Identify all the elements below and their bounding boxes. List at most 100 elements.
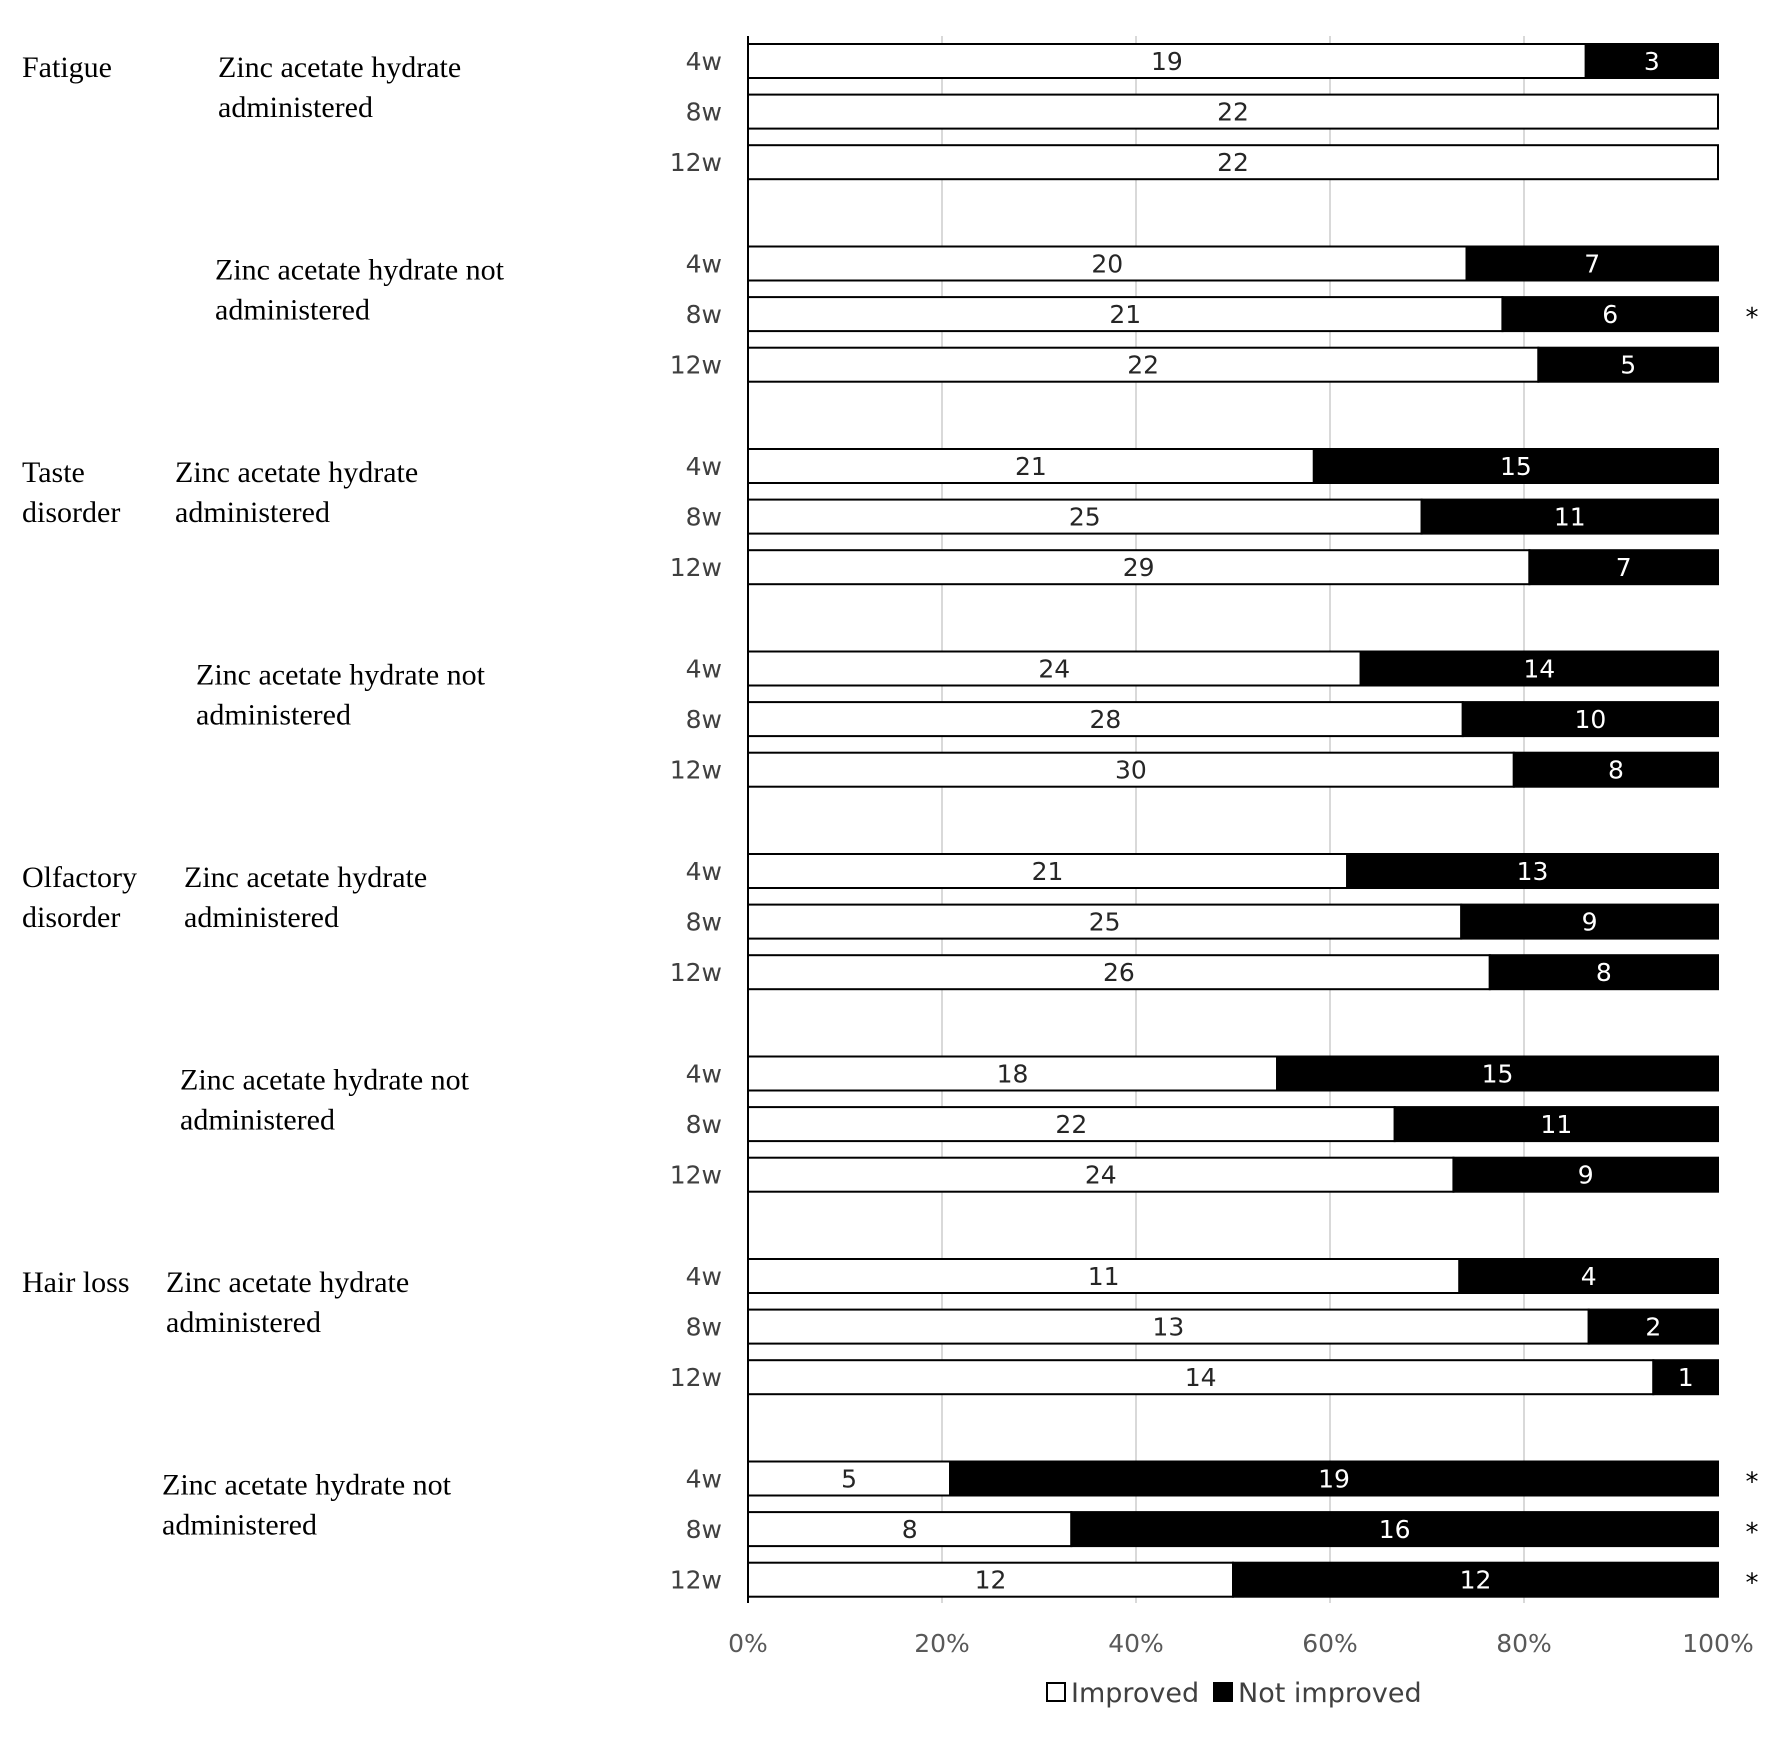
bar-not-improved (1652, 1359, 1720, 1396)
group-label-line: administered (162, 1509, 317, 1542)
data-label-not-improved: 9 (1578, 1161, 1594, 1190)
group-label-line: Zinc acetate hydrate not (196, 659, 486, 692)
group-label-line: Zinc acetate hydrate not (180, 1064, 470, 1097)
x-tick-label: 20% (914, 1629, 970, 1658)
data-label-improved: 24 (1085, 1161, 1117, 1190)
group-label-line: Zinc acetate hydrate not (162, 1469, 452, 1502)
data-label-improved: 11 (1088, 1262, 1120, 1291)
bar-not-improved (1587, 1308, 1719, 1345)
data-label-not-improved: 7 (1616, 553, 1632, 582)
bar-improved (747, 43, 1587, 79)
group-label: Zinc acetate hydrate not administered (196, 659, 486, 732)
data-label-improved: 21 (1109, 300, 1141, 329)
symptom-label-line: Fatigue (22, 51, 112, 84)
group-label-line: administered (196, 699, 351, 732)
bar-not-improved (1346, 853, 1720, 889)
data-label-not-improved: 19 (1318, 1465, 1350, 1494)
data-label-not-improved: 9 (1582, 908, 1598, 937)
group-label-line: Zinc acetate hydrate (166, 1266, 409, 1299)
data-label-not-improved: 15 (1500, 452, 1532, 481)
bar-not-improved (1488, 954, 1719, 991)
group-label: Zinc acetate hydrate administered (166, 1266, 409, 1339)
data-label-not-improved: 12 (1460, 1566, 1492, 1595)
symptom-label-line: Hair loss (22, 1266, 130, 1299)
data-label-improved: 21 (1032, 857, 1064, 886)
bar-not-improved (1458, 1258, 1720, 1294)
data-label-improved: 22 (1055, 1110, 1087, 1139)
data-label-improved: 13 (1152, 1313, 1184, 1342)
group-label: Zinc acetate hydrate administered (175, 456, 418, 529)
data-label-not-improved: 6 (1602, 300, 1618, 329)
data-label-not-improved: 7 (1584, 250, 1600, 279)
group-label-line: Zinc acetate hydrate (218, 51, 461, 84)
data-label-improved: 22 (1217, 148, 1249, 177)
data-label-improved: 29 (1123, 553, 1155, 582)
group-label-line: Zinc acetate hydrate not (215, 254, 505, 287)
bar-improved (747, 751, 1515, 788)
bar-improved (747, 1460, 952, 1497)
group-label: Zinc acetate hydrate administered (218, 51, 461, 124)
data-label-improved: 24 (1038, 655, 1070, 684)
time-label: 12w (670, 148, 722, 177)
group-label-line: administered (218, 91, 373, 124)
data-label-not-improved: 11 (1540, 1110, 1572, 1139)
bar-not-improved (1070, 1511, 1720, 1548)
data-label-not-improved: 8 (1608, 756, 1624, 785)
bar-not-improved (1501, 296, 1720, 333)
time-label: 8w (686, 705, 722, 734)
data-label-not-improved: 5 (1620, 351, 1636, 380)
x-tick-label: 40% (1108, 1629, 1164, 1658)
time-label: 12w (670, 553, 722, 582)
time-label: 12w (670, 1161, 722, 1190)
x-tick-label: 0% (728, 1629, 768, 1658)
significance-marker: * (1746, 1569, 1759, 1599)
bar-improved (747, 1359, 1655, 1396)
data-label-not-improved: 8 (1596, 958, 1612, 987)
symptom-label: Fatigue (22, 51, 112, 84)
data-label-improved: 21 (1015, 452, 1047, 481)
bar-improved (747, 954, 1491, 991)
symptom-label: Hair loss (22, 1266, 130, 1299)
data-label-not-improved: 15 (1482, 1060, 1514, 1089)
data-label-improved: 18 (997, 1060, 1029, 1089)
group-label-line: Zinc acetate hydrate (175, 456, 418, 489)
data-label-improved: 22 (1217, 98, 1249, 127)
time-label: 4w (686, 857, 722, 886)
legend-label-improved: Improved (1071, 1678, 1199, 1709)
time-label: 4w (686, 1465, 722, 1494)
data-label-improved: 25 (1089, 908, 1121, 937)
legend-swatch-improved (1046, 1682, 1066, 1702)
data-label-not-improved: 4 (1581, 1262, 1597, 1291)
time-label: 12w (670, 1566, 722, 1595)
time-label: 8w (686, 1313, 722, 1342)
time-label: 8w (686, 1110, 722, 1139)
bar-improved (747, 93, 1719, 130)
bar-not-improved (1393, 1106, 1719, 1143)
time-label: 4w (686, 47, 722, 76)
legend: Improved Not improved (1046, 1678, 1422, 1709)
bar-not-improved (1452, 1156, 1720, 1193)
bar-not-improved (1312, 448, 1720, 484)
symptom-label-line: disorder (22, 901, 120, 934)
group-label-line: administered (184, 901, 339, 934)
bar-not-improved (1512, 751, 1719, 788)
significance-marker: * (1746, 1518, 1759, 1548)
data-label-improved: 22 (1127, 351, 1159, 380)
data-label-not-improved: 11 (1554, 503, 1586, 532)
time-label: 4w (686, 250, 722, 279)
bars (747, 43, 1720, 1598)
time-label: 8w (686, 908, 722, 937)
data-label-not-improved: 10 (1574, 705, 1606, 734)
bar-improved (747, 1055, 1279, 1092)
data-label-improved: 26 (1103, 958, 1135, 987)
significance-marker: * (1746, 303, 1759, 333)
data-label-improved: 20 (1091, 250, 1123, 279)
bar-not-improved (949, 1460, 1719, 1497)
time-label: 12w (670, 1363, 722, 1392)
data-label-improved: 19 (1151, 47, 1183, 76)
x-tick-label: 80% (1496, 1629, 1552, 1658)
time-label: 8w (686, 98, 722, 127)
bar-not-improved (1460, 903, 1720, 940)
group-label-line: administered (215, 294, 370, 327)
group-label-line: Zinc acetate hydrate (184, 861, 427, 894)
